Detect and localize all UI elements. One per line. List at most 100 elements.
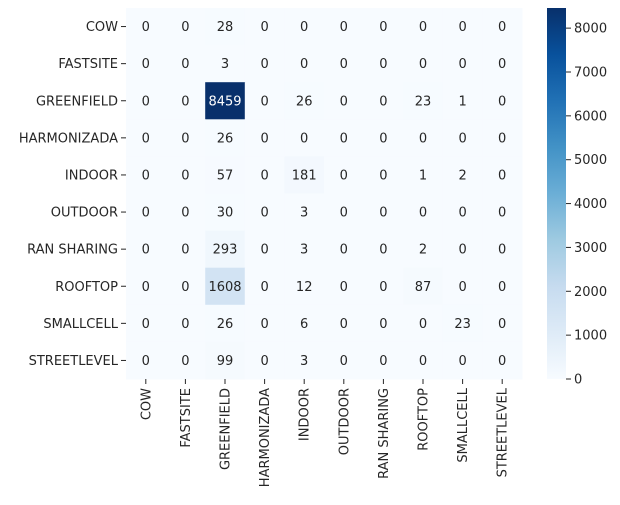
heatmap-cell — [482, 341, 523, 380]
cell-value-label: 0 — [260, 57, 268, 72]
cell-value-label: 0 — [142, 131, 150, 146]
heatmap-cell — [442, 267, 483, 306]
cell-value-label: 28 — [217, 20, 234, 35]
heatmap-cell — [403, 341, 444, 380]
colorbar-tick-label: 5000 — [574, 153, 607, 168]
heatmap-cell — [205, 341, 246, 380]
x-tick-label: GREENFIELD — [219, 388, 234, 470]
heatmap-cell — [244, 267, 285, 306]
heatmap-cell — [482, 230, 523, 269]
cell-value-label: 26 — [217, 317, 234, 332]
heatmap-cell — [442, 193, 483, 232]
x-tick-label: COW — [139, 388, 154, 420]
cell-value-label: 0 — [340, 131, 348, 146]
cell-value-label: 0 — [498, 354, 506, 369]
cell-value-label: 57 — [217, 168, 234, 183]
heatmap-cell — [363, 341, 404, 380]
heatmap-cell — [442, 230, 483, 269]
cell-value-label: 0 — [181, 243, 189, 258]
heatmap-cell — [284, 82, 325, 120]
cell-value-label: 1 — [458, 94, 466, 109]
heatmap-cell — [482, 193, 523, 232]
heatmap-cell — [363, 304, 404, 343]
cell-value-label: 30 — [217, 206, 234, 221]
heatmap-cell — [324, 119, 365, 157]
colorbar-tick-label: 7000 — [574, 65, 607, 80]
cell-value-label: 0 — [181, 354, 189, 369]
cell-value-label: 0 — [379, 206, 387, 221]
cell-value-label: 0 — [142, 280, 150, 295]
y-tick-label: OUTDOOR — [51, 206, 118, 221]
cell-value-label: 0 — [498, 131, 506, 146]
heatmap-cell — [324, 267, 365, 306]
cell-value-label: 23 — [454, 317, 471, 332]
heatmap-cell — [126, 156, 167, 194]
colorbar-tick-label: 4000 — [574, 197, 607, 212]
cell-value-label: 87 — [415, 280, 432, 295]
heatmap-cell — [205, 304, 246, 343]
colorbar-tick-label: 2000 — [574, 285, 607, 300]
cell-value-label: 0 — [340, 20, 348, 35]
heatmap-cell — [442, 8, 483, 46]
heatmap-cell — [324, 193, 365, 232]
cell-value-label: 0 — [419, 57, 427, 72]
heatmap-cell — [284, 119, 325, 157]
heatmap-cell — [363, 267, 404, 306]
cell-value-label: 26 — [296, 94, 313, 109]
cell-value-label: 0 — [181, 94, 189, 109]
y-tick-label: COW — [86, 20, 118, 35]
heatmap-cell — [403, 119, 444, 157]
cell-value-label: 0 — [419, 354, 427, 369]
x-tick-label: HARMONIZADA — [258, 388, 273, 487]
heatmap-cell — [205, 230, 246, 269]
heatmap-cell — [403, 82, 444, 120]
cell-value-label: 0 — [142, 20, 150, 35]
heatmap-cell — [442, 304, 483, 343]
heatmap-cell — [165, 193, 206, 232]
cell-value-label: 0 — [300, 20, 308, 35]
heatmap-cell — [482, 82, 523, 120]
heatmap-cell — [165, 45, 206, 83]
cell-value-label: 2 — [419, 243, 427, 258]
cell-value-label: 0 — [379, 94, 387, 109]
heatmap-cell-labels: 0 0 28 0 0 0 0 0 0 00 0 3 0 0 0 0 0 0 00 0 8459 0 26 0 0 23 1 00 0 26… — [142, 20, 507, 369]
heatmap-cell — [482, 119, 523, 157]
cell-value-label: 3 — [300, 243, 308, 258]
cell-value-label: 0 — [379, 280, 387, 295]
cell-value-label: 0 — [498, 57, 506, 72]
heatmap-cell — [324, 156, 365, 194]
heatmap-cell — [244, 45, 285, 83]
heatmap-cells — [126, 8, 523, 380]
heatmap-cell — [284, 267, 325, 306]
heatmap-cell — [126, 230, 167, 269]
heatmap-cell — [403, 156, 444, 194]
cell-value-label: 0 — [300, 57, 308, 72]
cell-value-label: 12 — [296, 280, 313, 295]
cell-value-label: 0 — [260, 243, 268, 258]
heatmap-cell — [403, 8, 444, 46]
y-tick-label: INDOOR — [65, 168, 118, 183]
heatmap-cell — [244, 156, 285, 194]
cell-value-label: 0 — [458, 206, 466, 221]
cell-value-label: 0 — [498, 243, 506, 258]
cell-value-label: 0 — [340, 243, 348, 258]
colorbar-tick-label: 3000 — [574, 241, 607, 256]
cell-value-label: 0 — [340, 94, 348, 109]
cell-value-label: 0 — [498, 168, 506, 183]
cell-value-label: 99 — [217, 354, 234, 369]
cell-value-label: 8459 — [208, 94, 241, 109]
heatmap-cell — [482, 8, 523, 46]
cell-value-label: 1608 — [208, 280, 241, 295]
cell-value-label: 3 — [221, 57, 229, 72]
heatmap-cell — [442, 45, 483, 83]
cell-value-label: 0 — [458, 20, 466, 35]
heatmap-cell — [403, 45, 444, 83]
heatmap-cell — [284, 156, 325, 194]
cell-value-label: 0 — [379, 57, 387, 72]
heatmap-cell — [482, 267, 523, 306]
colorbar-tick-label: 6000 — [574, 109, 607, 124]
y-tick-label: GREENFIELD — [36, 94, 118, 109]
cell-value-label: 0 — [181, 280, 189, 295]
cell-value-label: 0 — [142, 317, 150, 332]
heatmap-cell — [244, 193, 285, 232]
